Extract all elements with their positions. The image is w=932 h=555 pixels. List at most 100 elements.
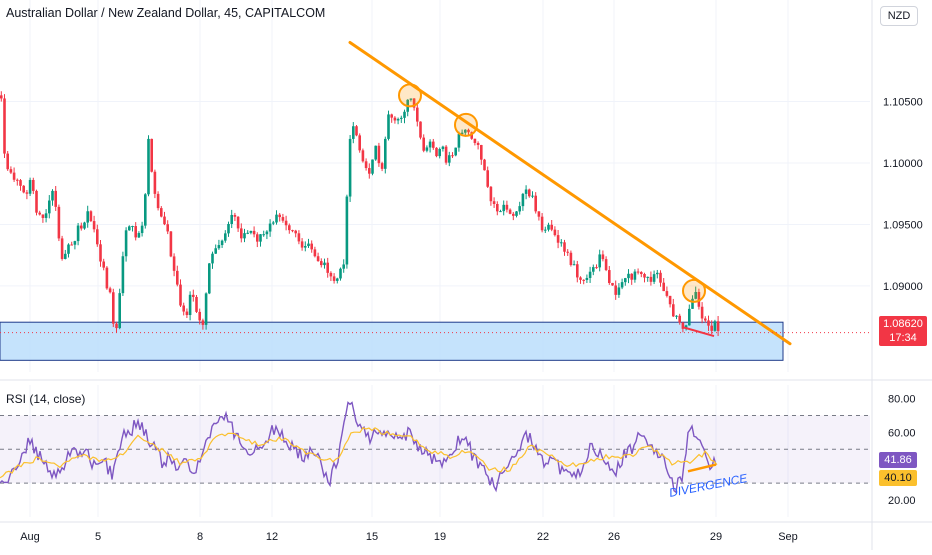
candle-body (505, 204, 509, 210)
candle (416, 102, 419, 127)
candle (259, 233, 262, 247)
candle (374, 145, 377, 161)
currency-button[interactable]: NZD (880, 6, 918, 26)
candle-body (262, 234, 265, 236)
candle (57, 204, 61, 242)
candle-body (288, 225, 291, 231)
candle-body (316, 256, 320, 262)
candle (688, 304, 691, 326)
candle (144, 193, 147, 229)
candle-body (588, 271, 592, 278)
candle-body (512, 213, 515, 216)
candle-body (508, 209, 512, 214)
candle (89, 210, 93, 223)
candle (358, 133, 361, 153)
candle-body (608, 270, 611, 283)
rsi-ma-value-tag: 40.10 (879, 470, 917, 486)
candle-body (35, 190, 38, 213)
candle (249, 230, 253, 235)
candle-body (332, 276, 336, 281)
candle-body (700, 306, 704, 319)
candle (656, 269, 659, 279)
time-axis-tick-label: 12 (266, 531, 278, 543)
candle-body (169, 231, 173, 257)
candle-body (342, 264, 345, 269)
candle-body (310, 243, 313, 250)
candle-body (329, 272, 333, 277)
candle (83, 221, 86, 230)
candle-body (569, 252, 573, 265)
candle-body (540, 216, 544, 231)
candle (208, 263, 211, 295)
candle-body (678, 315, 681, 323)
rsi-label: RSI (14, close) (6, 392, 86, 406)
candle-body (611, 282, 614, 286)
candle (512, 211, 515, 221)
candle-body (598, 254, 601, 268)
candle-body (44, 213, 48, 218)
candle-body (108, 288, 112, 293)
candle (172, 253, 176, 277)
candle (134, 222, 137, 241)
candle (531, 191, 534, 199)
candle (582, 279, 585, 285)
candle (540, 213, 544, 233)
candle-body (16, 179, 19, 181)
candle-body (41, 214, 45, 218)
candle-body (496, 204, 499, 212)
candle-body (172, 256, 176, 271)
candle-body (92, 221, 96, 230)
candle (92, 215, 96, 233)
candle (371, 159, 374, 176)
candle-body (211, 253, 214, 264)
candle-body (246, 232, 249, 234)
candle (329, 271, 333, 282)
candle-body (675, 315, 678, 317)
candle-body (624, 278, 627, 283)
candle (448, 151, 451, 167)
candle (563, 239, 566, 256)
candle (67, 243, 70, 258)
candle-body (214, 248, 217, 254)
candle-body (307, 243, 310, 247)
candle (166, 220, 169, 235)
candle (515, 211, 518, 218)
candle-body (179, 284, 182, 306)
candle-body (320, 261, 323, 266)
candle-body (595, 267, 598, 269)
candle-body (355, 126, 358, 136)
candle-body (528, 189, 531, 197)
candle-body (352, 126, 355, 139)
candle-body (12, 172, 16, 180)
time-axis-tick-label: 22 (537, 531, 549, 543)
candle-body (425, 147, 429, 151)
candle (176, 265, 179, 287)
candle (108, 286, 112, 294)
candle (332, 273, 336, 284)
candle-body (291, 230, 294, 232)
candle (124, 227, 128, 262)
candle-body (515, 211, 518, 216)
candle-body (464, 129, 467, 133)
chart-title: Australian Dollar / New Zealand Dollar, … (6, 6, 326, 20)
candle-body (470, 132, 473, 139)
candle-body (256, 234, 259, 242)
candle (483, 158, 486, 171)
candle (368, 163, 371, 179)
candle (700, 302, 704, 324)
candle (131, 225, 134, 232)
candle-body (28, 179, 32, 194)
rsi-divergence-line (687, 463, 717, 473)
candle (211, 251, 214, 269)
candle-body (432, 141, 435, 148)
candle (553, 226, 557, 237)
candle (473, 138, 477, 146)
candle (336, 277, 339, 284)
trendline-touch-circle (682, 278, 706, 303)
candle (435, 147, 438, 158)
candle-body (284, 220, 288, 226)
candle (28, 177, 32, 197)
candle-body (364, 161, 368, 169)
